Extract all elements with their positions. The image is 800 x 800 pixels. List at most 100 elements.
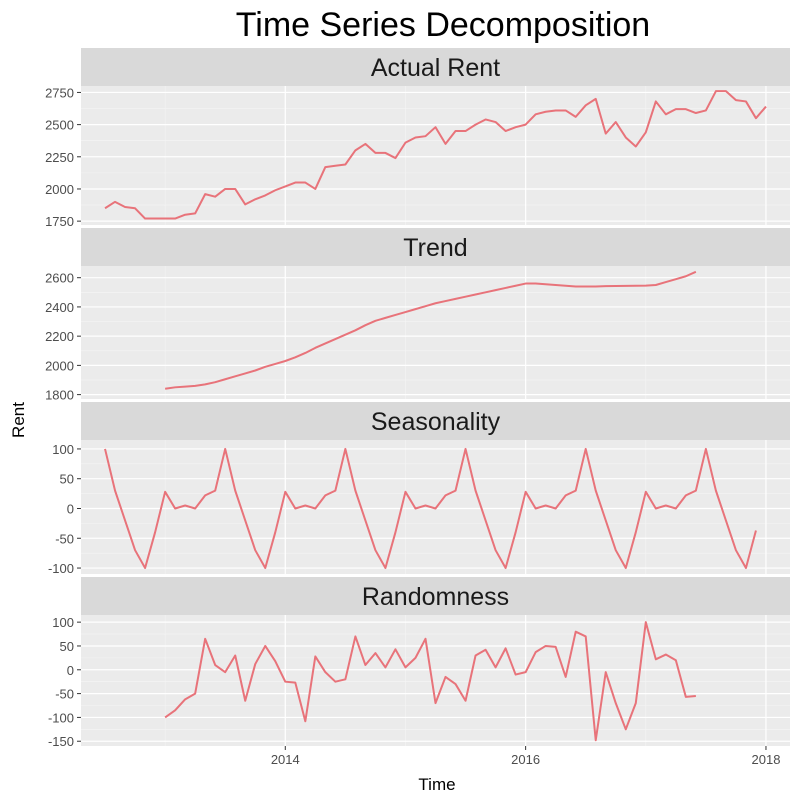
- data-point-actual-rent: [485, 118, 487, 120]
- data-point-trend: [495, 289, 497, 291]
- data-point-randomness: [324, 671, 326, 673]
- data-point-trend: [455, 298, 457, 300]
- data-point-seasonality: [384, 567, 386, 569]
- data-point-randomness: [655, 658, 657, 660]
- data-point-randomness: [545, 645, 547, 647]
- data-point-trend: [324, 342, 326, 344]
- y-tick-label: -150: [48, 734, 74, 749]
- y-tick-label: 2500: [45, 118, 74, 133]
- data-point-seasonality: [364, 519, 366, 521]
- data-point-actual-rent: [414, 136, 416, 138]
- panel-randomness: Randomness -150 -100 -50 0 50 100: [48, 577, 790, 749]
- data-point-seasonality: [424, 505, 426, 507]
- data-point-actual-rent: [525, 124, 527, 126]
- data-point-actual-rent: [314, 188, 316, 190]
- data-point-actual-rent: [154, 218, 156, 220]
- data-point-actual-rent: [535, 113, 537, 115]
- panel-background-actual-rent: [81, 86, 790, 225]
- y-tick-label: 2600: [45, 271, 74, 286]
- data-point-seasonality: [475, 490, 477, 492]
- data-point-randomness: [665, 654, 667, 656]
- data-point-seasonality: [354, 490, 356, 492]
- data-point-trend: [565, 285, 567, 287]
- data-point-actual-rent: [675, 108, 677, 110]
- data-point-actual-rent: [625, 136, 627, 138]
- data-point-randomness: [264, 645, 266, 647]
- data-point-randomness: [525, 671, 527, 673]
- x-tick-label: 2016: [511, 752, 540, 767]
- data-point-seasonality: [194, 507, 196, 509]
- data-point-randomness: [695, 695, 697, 697]
- chart-title: Time Series Decomposition: [236, 6, 650, 44]
- data-point-actual-rent: [124, 206, 126, 208]
- data-point-trend: [394, 314, 396, 316]
- data-point-actual-rent: [264, 194, 266, 196]
- data-point-actual-rent: [334, 165, 336, 167]
- data-point-seasonality: [104, 448, 106, 450]
- data-point-seasonality: [585, 448, 587, 450]
- data-point-seasonality: [555, 507, 557, 509]
- data-point-randomness: [194, 693, 196, 695]
- data-point-randomness: [274, 660, 276, 662]
- data-point-seasonality: [304, 505, 306, 507]
- data-point-seasonality: [615, 549, 617, 551]
- y-tick-label: 2750: [45, 85, 74, 100]
- data-point-randomness: [374, 652, 376, 654]
- strip-trend: [81, 228, 790, 266]
- data-point-trend: [274, 363, 276, 365]
- data-point-seasonality: [745, 567, 747, 569]
- data-point-randomness: [605, 671, 607, 673]
- data-point-randomness: [344, 678, 346, 680]
- data-point-trend: [344, 334, 346, 336]
- y-tick-label: 1800: [45, 388, 74, 403]
- data-point-actual-rent: [144, 218, 146, 220]
- data-point-actual-rent: [575, 116, 577, 118]
- data-point-trend: [354, 329, 356, 331]
- data-point-trend: [314, 347, 316, 349]
- data-point-seasonality: [284, 491, 286, 493]
- data-point-actual-rent: [735, 99, 737, 101]
- data-point-randomness: [204, 638, 206, 640]
- data-point-seasonality: [445, 494, 447, 496]
- data-point-trend: [264, 366, 266, 368]
- y-tick-label: 2200: [45, 329, 74, 344]
- data-point-seasonality: [244, 519, 246, 521]
- data-point-randomness: [625, 728, 627, 730]
- data-point-trend: [374, 320, 376, 322]
- data-point-trend: [284, 360, 286, 362]
- data-point-randomness: [475, 654, 477, 656]
- y-tick-label: 100: [52, 615, 74, 630]
- x-axis: 2014 2016 2018: [271, 746, 780, 767]
- data-point-actual-rent: [725, 90, 727, 92]
- data-point-seasonality: [324, 494, 326, 496]
- data-point-trend: [174, 386, 176, 388]
- data-point-seasonality: [645, 491, 647, 493]
- data-point-seasonality: [435, 507, 437, 509]
- data-point-randomness: [495, 666, 497, 668]
- data-point-trend: [435, 302, 437, 304]
- data-point-actual-rent: [374, 152, 376, 154]
- data-point-randomness: [485, 649, 487, 651]
- y-tick-label: 2250: [45, 150, 74, 165]
- y-tick-label: 2400: [45, 300, 74, 315]
- data-point-actual-rent: [224, 188, 226, 190]
- data-point-actual-rent: [294, 182, 296, 184]
- y-tick-label: -100: [48, 710, 74, 725]
- y-tick-label: 50: [60, 472, 74, 487]
- data-point-actual-rent: [765, 106, 767, 108]
- data-point-seasonality: [575, 490, 577, 492]
- data-point-randomness: [535, 651, 537, 653]
- strip-label-actual-rent: Actual Rent: [371, 54, 500, 82]
- data-point-actual-rent: [424, 135, 426, 137]
- data-point-actual-rent: [304, 182, 306, 184]
- data-point-trend: [655, 284, 657, 286]
- data-point-seasonality: [525, 491, 527, 493]
- data-point-seasonality: [535, 507, 537, 509]
- data-point-trend: [465, 296, 467, 298]
- data-point-trend: [194, 385, 196, 387]
- series-line-actual-rent: [104, 90, 767, 220]
- data-point-randomness: [465, 700, 467, 702]
- data-point-seasonality: [314, 507, 316, 509]
- facet-panels: Actual Rent 1750 2000 2250 2500 2750 Trend 1800…: [45, 48, 790, 749]
- strip-seasonality: [81, 402, 790, 440]
